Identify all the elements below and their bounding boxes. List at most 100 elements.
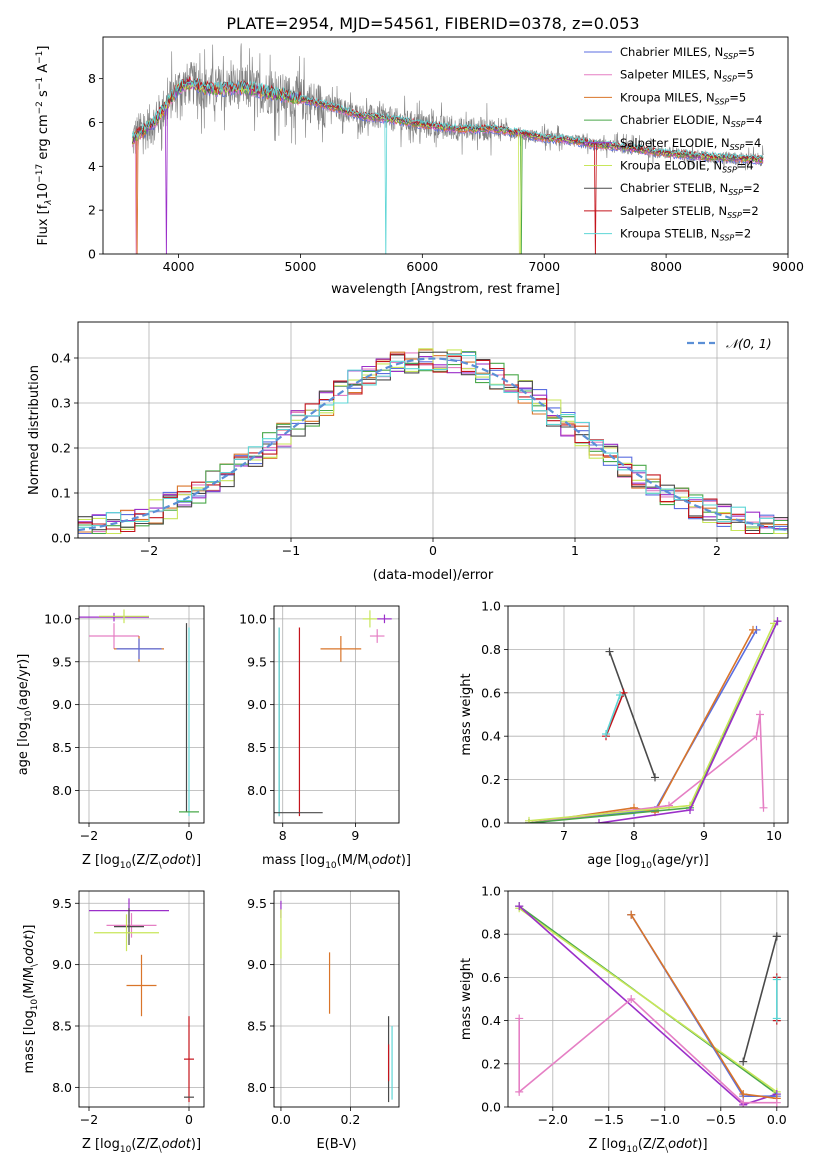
- data-point: [605, 647, 614, 656]
- series-line: [598, 620, 779, 823]
- y-tick-label: 9.0: [52, 957, 72, 972]
- legend-label: Kroupa STELIB, NSSP=2: [620, 227, 751, 243]
- y-tick-label: 8.5: [247, 1019, 267, 1034]
- histogram-step: [78, 354, 788, 535]
- y-tick-label: 0.4: [51, 351, 71, 366]
- y-tick-label: 0.0: [481, 1100, 501, 1115]
- legend-label: Chabrier STELIB, NSSP=2: [620, 181, 760, 197]
- y-tick-label: 8.5: [52, 740, 72, 755]
- x-tick-label: 9: [351, 828, 359, 843]
- plot-area: [79, 609, 199, 817]
- x-tick-label: 10: [766, 828, 782, 843]
- legend-label: 𝒩(0, 1): [726, 336, 772, 351]
- panel-mass-vs-Z: −2 0 8.0 8.5 9.0 9.5 Z [log10(Z/Z\odot)] mass […: [22, 890, 205, 1155]
- x-axis-label: Z [log10(Z/Z\odot)]: [82, 1137, 201, 1155]
- data-point: [686, 805, 694, 814]
- y-tick-label: 0.6: [481, 685, 501, 700]
- y-tick-label: 9.5: [247, 896, 267, 911]
- series-line: [742, 936, 778, 1062]
- y-tick-label: 9.0: [247, 697, 267, 712]
- y-tick-label: 8.0: [247, 1080, 267, 1095]
- y-tick-label: 0.8: [481, 927, 501, 942]
- panel-massweight-vs-age: 7 8 9 10 0.0 0.2 0.4 0.6 0.8 1.0 age [log10(age/yr…: [459, 599, 789, 871]
- x-tick-label: −1.5: [594, 1112, 624, 1127]
- data-point: [651, 773, 659, 782]
- x-tick-label: 7000: [528, 259, 560, 274]
- x-tick-label: −2: [80, 828, 98, 843]
- data-point: [759, 803, 768, 812]
- y-tick-label: 9.5: [52, 654, 72, 669]
- y-tick-label: 2: [88, 203, 96, 218]
- data-point: [515, 1087, 524, 1096]
- x-axis-label: mass [log10(M/M\odot)]: [262, 853, 411, 871]
- series-line: [528, 620, 779, 823]
- axes-frame: [78, 890, 205, 1108]
- series-line: [608, 651, 656, 778]
- x-tick-label: 9: [700, 828, 708, 843]
- axes-frame: [507, 605, 789, 824]
- y-tick-label: 0.0: [51, 531, 71, 546]
- data-point: [772, 975, 781, 984]
- y-tick-label: 1.0: [481, 599, 501, 614]
- panel-mass-vs-EBV: 0.0 0.2 8.0 8.5 9.0 9.5 E(B-V): [247, 890, 400, 1152]
- y-axis-label: mass weight: [459, 673, 474, 755]
- plot-area: [78, 348, 788, 535]
- plot-area: [515, 902, 781, 1107]
- series-line: [528, 623, 775, 822]
- legend: Chabrier MILES, NSSP=5 Salpeter MILES, NS…: [584, 45, 762, 243]
- legend-label: Kroupa ELODIE, NSSP=4: [620, 159, 754, 175]
- spectrum-data-line: [132, 43, 764, 171]
- data-point: [772, 932, 781, 941]
- y-tick-label: 0.2: [481, 772, 501, 787]
- series-line: [528, 629, 754, 823]
- data-point: [627, 995, 636, 1003]
- legend-label: Chabrier ELODIE, NSSP=4: [620, 113, 762, 129]
- plot-area: [89, 898, 194, 1103]
- data-point: [773, 617, 782, 626]
- x-tick-label: −2.0: [538, 1112, 568, 1127]
- y-tick-label: 0.4: [481, 729, 501, 744]
- series-line: [518, 907, 778, 1093]
- y-tick-label: 0.2: [481, 1056, 501, 1071]
- legend-label: Salpeter ELODIE, NSSP=4: [620, 136, 761, 152]
- series-line: [605, 694, 621, 735]
- x-tick-label: 6000: [406, 259, 438, 274]
- y-tick-label: 8.0: [52, 783, 72, 798]
- x-tick-label: −2: [140, 543, 158, 558]
- x-tick-label: 1: [571, 543, 579, 558]
- x-tick-label: 9000: [772, 259, 804, 274]
- x-tick-label: 0: [429, 543, 437, 558]
- x-tick-label: −1: [282, 543, 300, 558]
- data-point: [602, 730, 610, 739]
- x-tick-label: 0.2: [340, 1112, 360, 1127]
- x-tick-label: 8: [630, 828, 638, 843]
- y-tick-label: 0.2: [51, 441, 71, 456]
- x-axis-label: Z [log10(Z/Z\odot)]: [82, 853, 201, 871]
- spectrum-model-line: [132, 78, 764, 254]
- data-point: [739, 1090, 748, 1099]
- y-tick-label: 0.3: [51, 396, 71, 411]
- x-tick-label: 7: [560, 828, 568, 843]
- gaussian-curve: [78, 357, 788, 532]
- y-axis-label: Normed distribution: [27, 365, 42, 495]
- data-point: [595, 819, 603, 823]
- axes-frame: [78, 605, 205, 824]
- data-point: [515, 1014, 524, 1023]
- x-axis-label: E(B-V): [316, 1137, 356, 1152]
- axes-frame: [273, 605, 400, 824]
- legend-label: Salpeter STELIB, NSSP=2: [620, 204, 759, 220]
- x-axis-label: Z [log10(Z/Z\odot)]: [588, 1137, 707, 1155]
- panel-spectrum: 4000 5000 6000 7000 8000 9000 0 2 4 6 8 wavelength …: [35, 36, 804, 297]
- panel-age-vs-Z: −2 0 8.0 8.5 9.0 9.5 10.0 Z [log10(Z/Z\odot)] ag…: [16, 605, 205, 871]
- axes-frame: [507, 890, 789, 1108]
- y-tick-label: 10.0: [44, 611, 72, 626]
- data-point: [756, 710, 764, 719]
- panel-age-vs-mass: 8 9 8.0 8.5 9.0 9.5 10.0 mass [log10(M/M\odot)]: [239, 605, 411, 871]
- x-tick-label: −2: [80, 1112, 98, 1127]
- y-axis-label: age [log10(age/yr)]: [16, 654, 34, 776]
- data-point: [772, 1014, 781, 1023]
- y-tick-label: 0.8: [481, 642, 501, 657]
- y-tick-label: 8: [88, 71, 96, 86]
- data-point: [627, 910, 636, 919]
